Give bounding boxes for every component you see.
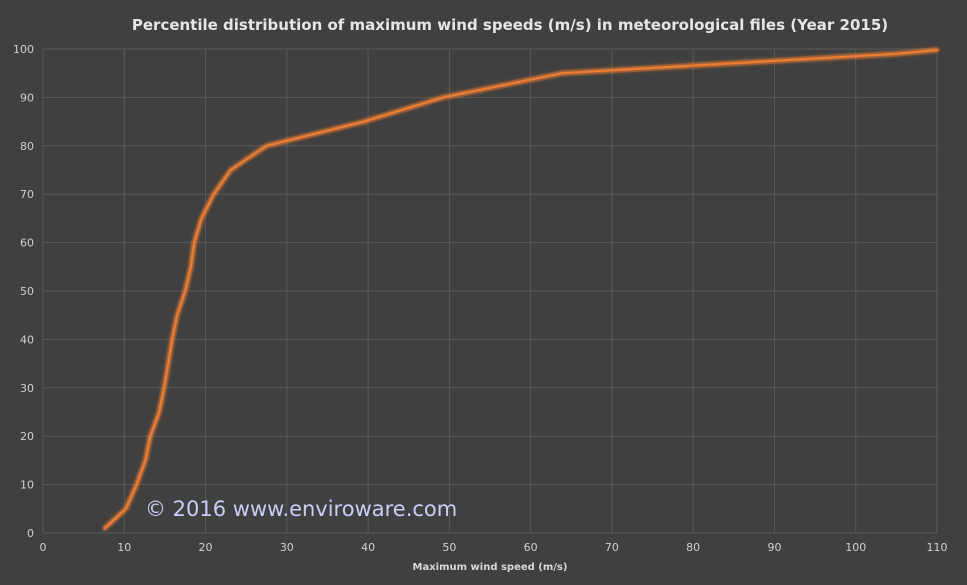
x-tick-label: 60 xyxy=(524,541,538,554)
data-point xyxy=(167,362,170,365)
series-line-glow xyxy=(101,47,940,532)
data-point xyxy=(158,411,161,413)
y-tick-label: 80 xyxy=(20,140,34,153)
x-tick-label: 0 xyxy=(40,541,47,554)
data-point xyxy=(936,49,938,51)
x-tick-label: 70 xyxy=(605,541,619,554)
data-point xyxy=(171,338,174,341)
x-tick-label: 10 xyxy=(117,541,131,554)
data-point xyxy=(163,386,165,389)
x-axis-title: Maximum wind speed (m/s) xyxy=(413,562,568,573)
data-point xyxy=(193,241,196,244)
data-point xyxy=(265,144,268,147)
grid xyxy=(42,48,938,534)
y-tick-label: 20 xyxy=(20,430,34,443)
data-point xyxy=(135,483,138,486)
x-tick-label: 20 xyxy=(199,541,213,554)
data-point xyxy=(561,72,564,75)
x-tick-label: 90 xyxy=(767,541,781,554)
y-tick-label: 100 xyxy=(13,43,34,56)
x-tick-label: 100 xyxy=(845,541,866,554)
x-tick-label: 30 xyxy=(280,541,294,554)
y-tick-label: 70 xyxy=(20,188,34,201)
x-tick-label: 40 xyxy=(361,541,375,554)
data-point xyxy=(895,52,898,55)
data-point xyxy=(144,459,147,462)
y-tick-label: 10 xyxy=(20,479,34,492)
x-tick-label: 110 xyxy=(927,541,948,554)
data-point xyxy=(190,265,192,268)
data-point xyxy=(363,120,365,123)
chart-title: Percentile distribution of maximum wind … xyxy=(132,16,888,34)
y-tick-label: 90 xyxy=(20,91,34,104)
data-point xyxy=(124,507,127,510)
data-point xyxy=(212,193,215,196)
y-tick-label: 30 xyxy=(20,382,34,395)
series-line xyxy=(103,48,939,530)
series-layer xyxy=(101,47,940,532)
copyright-watermark: © 2016 www.enviroware.com xyxy=(145,497,457,521)
tick-labels: 0 10 20 30 40 50 60 70 80 90 100 110 0 10 20 30 40 50 60 70… xyxy=(13,43,948,554)
data-point xyxy=(184,290,187,292)
data-point xyxy=(149,435,152,438)
data-point xyxy=(229,169,232,171)
x-tick-label: 50 xyxy=(442,541,456,554)
x-tick-label: 80 xyxy=(686,541,700,554)
data-point xyxy=(441,96,444,99)
data-point xyxy=(200,217,203,220)
y-tick-label: 0 xyxy=(27,527,34,540)
y-tick-label: 50 xyxy=(20,285,34,298)
y-tick-label: 60 xyxy=(20,237,34,250)
data-point xyxy=(103,527,106,530)
y-tick-label: 40 xyxy=(20,333,34,346)
data-point xyxy=(176,314,179,317)
